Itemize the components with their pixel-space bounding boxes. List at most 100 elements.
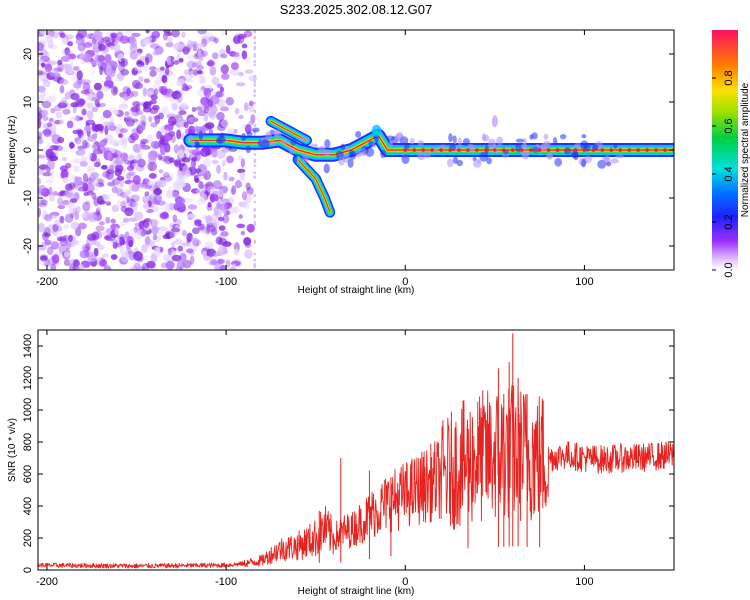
noise-blob [107,181,117,187]
y-tick-label: 200 [22,529,34,547]
noise-blob [162,32,169,41]
noise-blob [76,205,81,214]
snr-frame [37,329,675,571]
noise-blob [39,30,49,35]
noise-blob [253,30,257,34]
noise-blob [131,67,139,76]
noise-blob [202,250,208,257]
signal-blob [515,143,522,153]
noise-blob [69,116,78,121]
signal-blob [482,134,490,142]
noise-blob [187,54,194,62]
noise-blob [62,176,69,184]
snr-line [38,384,674,569]
noise-blob [143,255,149,263]
noise-blob [185,248,194,254]
signal-blob [293,154,298,165]
signal-track-band [270,120,308,141]
noise-blob [205,223,211,234]
noise-blob [234,205,239,215]
noise-blob [73,65,80,71]
signal-peak [519,148,524,152]
noise-blob [245,56,251,65]
y-tick-label: -20 [22,238,34,254]
noise-blob [211,159,219,164]
noise-blob [63,251,70,258]
noise-blob [142,194,149,202]
noise-blob [253,164,257,167]
noise-blob [70,102,80,108]
noise-blob [206,248,216,257]
noise-blob [170,227,181,233]
signal-blob [241,133,247,141]
noise-blob [54,232,64,239]
noise-blob [147,161,158,172]
spectrogram-y-label: Frequency (Hz) [7,116,18,185]
noise-blob [167,116,177,127]
noise-blob [110,254,118,260]
signal-peak [609,148,614,152]
spectrogram-noise-field [38,30,258,270]
noise-blob [59,32,66,39]
noise-blob [91,122,97,132]
noise-blob [68,53,77,60]
signal-blob [472,159,482,168]
noise-blob [212,52,219,60]
noise-blob [220,231,229,237]
noise-blob [169,202,175,211]
noise-blob [129,132,139,141]
noise-blob [134,231,143,240]
noise-blob [176,197,186,205]
signal-peak [439,148,443,152]
noise-blob [145,30,150,34]
noise-blob [253,194,257,197]
noise-blob [38,85,46,93]
noise-blob [125,116,133,124]
noise-blob [152,233,158,241]
noise-blob [191,156,198,162]
noise-blob [91,192,97,200]
noise-blob [176,93,183,103]
noise-blob [49,124,57,134]
noise-blob [73,165,80,173]
noise-blob [162,175,173,183]
noise-blob [140,38,147,48]
noise-blob [110,32,118,38]
signal-blob [188,135,194,143]
noise-blob [82,201,91,212]
signal-blob [446,158,454,168]
x-tick-label: 100 [575,276,593,288]
noise-blob [137,110,144,116]
noise-blob [187,39,193,50]
noise-blob [244,193,254,202]
noise-blob [150,140,160,149]
noise-blob [221,119,229,128]
noise-blob [43,128,52,138]
noise-blob [131,90,139,97]
noise-blob [38,112,43,121]
noise-blob [119,35,130,44]
noise-blob [163,132,173,142]
noise-blob [127,217,138,222]
noise-blob [63,224,70,229]
noise-blob [230,62,239,70]
noise-blob [253,53,257,56]
noise-blob [124,111,130,116]
noise-blob [160,66,165,71]
noise-blob [219,198,230,203]
noise-blob [143,64,149,72]
noise-blob [98,200,107,205]
signal-blob [358,148,368,157]
noise-blob [224,202,232,210]
noise-blob [49,170,55,180]
noise-blob [104,125,109,136]
noise-blob [214,263,221,270]
noise-blob [148,115,153,123]
noise-blob [38,222,45,233]
signal-blob [479,151,489,162]
signal-peak [573,148,578,152]
noise-blob [156,131,163,140]
noise-blob [192,227,200,235]
noise-blob [253,158,257,162]
noise-blob [98,54,105,64]
